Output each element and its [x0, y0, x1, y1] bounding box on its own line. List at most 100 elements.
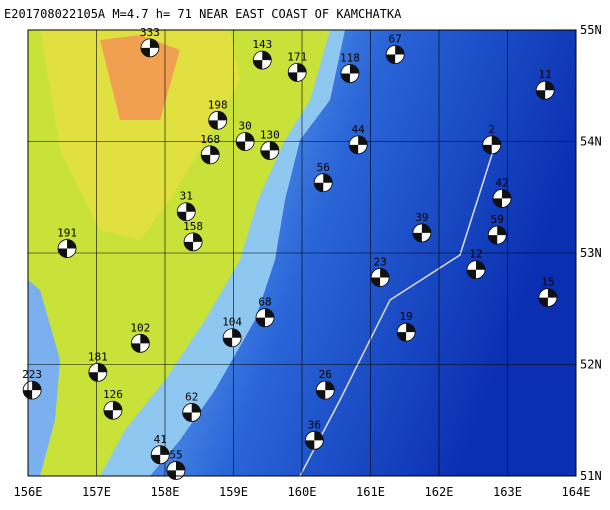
ball-quadrant — [256, 308, 275, 327]
event-label: 171 — [287, 50, 307, 63]
beachball — [287, 62, 307, 82]
lon-tick-label: 164E — [562, 485, 591, 499]
beachball — [385, 45, 405, 64]
event-label: 44 — [352, 123, 366, 136]
event-label: 12 — [469, 248, 482, 261]
event-label: 102 — [130, 321, 150, 334]
event-label: 19 — [399, 310, 412, 323]
beachball — [492, 188, 512, 208]
event-label: 181 — [88, 350, 108, 363]
event-label: 143 — [252, 38, 272, 51]
ball-quadrant — [151, 445, 170, 464]
lat-tick-label: 55N — [580, 23, 602, 37]
event-label: 158 — [183, 220, 203, 233]
ball-quadrant — [88, 363, 107, 382]
event-label: 191 — [57, 227, 77, 240]
ball-quadrant — [201, 145, 220, 164]
event-label: 126 — [103, 388, 123, 401]
event-label: 130 — [260, 128, 280, 141]
lat-tick-label: 51N — [580, 469, 602, 483]
lat-tick-label: 54N — [580, 135, 602, 149]
ball-quadrant — [253, 51, 272, 70]
lon-tick-label: 159E — [219, 485, 248, 499]
event-label: 55 — [169, 448, 182, 461]
ball-quadrant — [466, 260, 485, 279]
ball-quadrant — [236, 132, 255, 151]
event-label: 67 — [389, 33, 402, 46]
beachball — [176, 202, 196, 222]
event-label: 2 — [488, 123, 495, 136]
beachball — [57, 239, 77, 258]
beachball — [535, 80, 555, 100]
ball-quadrant — [536, 81, 555, 100]
beachball — [208, 110, 228, 130]
beachball — [183, 232, 203, 252]
beachball — [315, 380, 335, 400]
beachball — [182, 403, 202, 422]
ball-quadrant — [349, 135, 368, 154]
ball-quadrant — [184, 232, 203, 251]
lon-tick-label: 163E — [493, 485, 522, 499]
ball-quadrant — [412, 223, 431, 242]
ball-quadrant — [140, 38, 159, 57]
ball-quadrant — [340, 64, 359, 83]
beachball — [235, 132, 255, 151]
beachball — [140, 38, 160, 58]
event-label: 36 — [308, 418, 321, 431]
ball-quadrant — [131, 334, 150, 353]
event-label: 333 — [140, 26, 160, 39]
event-label: 118 — [340, 51, 360, 64]
mountains — [100, 35, 180, 120]
ball-quadrant — [182, 403, 201, 422]
event-label: 39 — [415, 211, 428, 224]
ball-quadrant — [397, 323, 416, 342]
beachball — [260, 141, 280, 160]
event-label: 59 — [491, 213, 504, 226]
event-label: 26 — [319, 368, 332, 381]
beachball — [252, 50, 272, 70]
event-label: 68 — [258, 296, 271, 309]
beachball — [396, 322, 416, 342]
beachball — [340, 64, 360, 83]
beachball — [313, 173, 333, 193]
event-label: 56 — [317, 161, 330, 174]
lat-tick-label: 52N — [580, 358, 602, 372]
beachball — [150, 445, 170, 465]
ball-quadrant — [177, 202, 196, 221]
lon-tick-label: 161E — [356, 485, 385, 499]
beachball — [466, 260, 486, 280]
highland — [40, 30, 240, 240]
event-label: 11 — [539, 68, 552, 81]
event-label: 41 — [154, 433, 167, 446]
ball-quadrant — [316, 381, 335, 400]
lon-tick-label: 156E — [14, 485, 43, 499]
beachball — [487, 225, 507, 245]
beachball — [166, 461, 186, 480]
beachball — [304, 430, 324, 450]
ball-quadrant — [103, 401, 122, 420]
west-sea — [28, 280, 60, 476]
beachball — [103, 400, 123, 420]
lon-tick-label: 162E — [425, 485, 454, 499]
event-label: 104 — [222, 316, 242, 329]
ball-quadrant — [223, 328, 242, 347]
frame — [27, 29, 577, 477]
ball-quadrant — [488, 226, 507, 245]
lon-tick-label: 160E — [288, 485, 317, 499]
beachball — [538, 288, 558, 308]
ball-quadrant — [538, 288, 557, 307]
lon-tick-label: 158E — [151, 485, 180, 499]
ball-quadrant — [260, 141, 279, 160]
beachball — [22, 380, 42, 400]
event-label: 42 — [495, 176, 508, 189]
event-label: 23 — [373, 256, 386, 269]
lon-tick-label: 157E — [82, 485, 111, 499]
event-label: 15 — [541, 276, 554, 289]
ball-quadrant — [386, 45, 405, 64]
ball-quadrant — [58, 239, 77, 258]
ball-quadrant — [493, 189, 512, 208]
event-label: 223 — [22, 368, 42, 381]
beachball — [255, 308, 275, 328]
event-label: 62 — [185, 390, 198, 403]
